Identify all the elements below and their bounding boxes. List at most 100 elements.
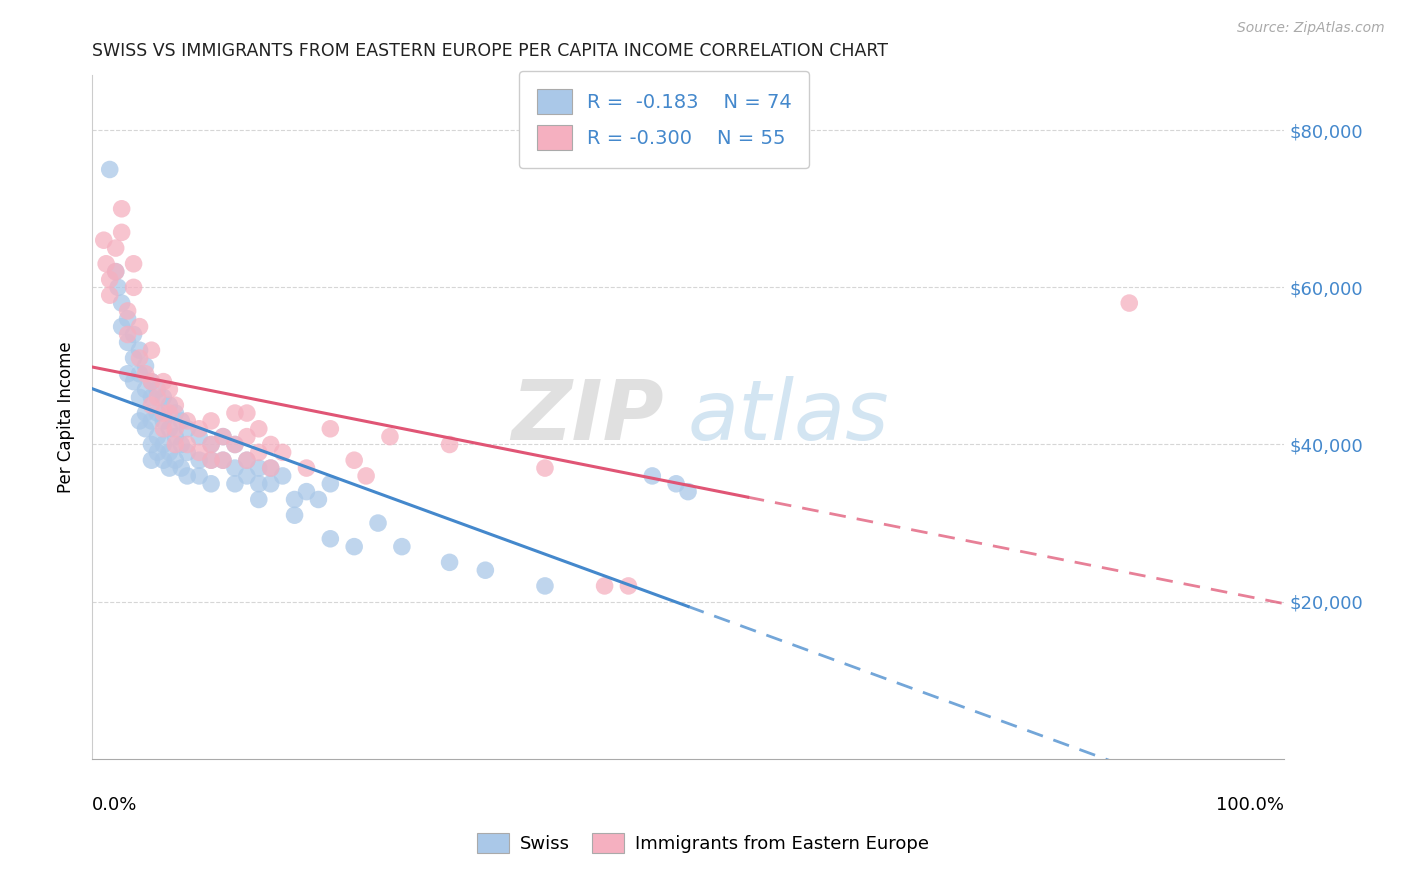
Point bbox=[200, 453, 222, 467]
Point bbox=[224, 437, 246, 451]
Point bbox=[170, 437, 193, 451]
Point bbox=[157, 422, 180, 436]
Point bbox=[122, 375, 145, 389]
Point bbox=[188, 453, 211, 467]
Point bbox=[98, 162, 121, 177]
Point bbox=[146, 390, 169, 404]
Point bbox=[117, 367, 139, 381]
Point bbox=[319, 532, 342, 546]
Point bbox=[141, 398, 163, 412]
Point bbox=[188, 445, 211, 459]
Point bbox=[212, 430, 235, 444]
Point bbox=[176, 422, 198, 436]
Point bbox=[107, 280, 129, 294]
Point bbox=[165, 437, 187, 451]
Point bbox=[104, 265, 127, 279]
Point bbox=[141, 375, 163, 389]
Point bbox=[260, 461, 283, 475]
Point bbox=[170, 461, 193, 475]
Point bbox=[111, 319, 134, 334]
Point bbox=[146, 383, 169, 397]
Point bbox=[152, 453, 174, 467]
Point bbox=[165, 453, 187, 467]
Point bbox=[188, 469, 211, 483]
Point bbox=[117, 335, 139, 350]
Point bbox=[271, 445, 294, 459]
Point bbox=[307, 492, 329, 507]
Point bbox=[157, 445, 180, 459]
Point bbox=[676, 484, 699, 499]
Point bbox=[224, 437, 246, 451]
Text: 0.0%: 0.0% bbox=[91, 797, 138, 814]
Point bbox=[98, 272, 121, 286]
Point bbox=[391, 540, 413, 554]
Point bbox=[200, 476, 222, 491]
Point bbox=[176, 445, 198, 459]
Legend: Swiss, Immigrants from Eastern Europe: Swiss, Immigrants from Eastern Europe bbox=[470, 825, 936, 861]
Point bbox=[93, 233, 115, 247]
Point bbox=[134, 406, 156, 420]
Point bbox=[319, 422, 342, 436]
Point bbox=[128, 319, 150, 334]
Point bbox=[271, 469, 294, 483]
Point bbox=[439, 437, 461, 451]
Point bbox=[212, 453, 235, 467]
Point bbox=[96, 257, 118, 271]
Point bbox=[641, 469, 664, 483]
Point bbox=[188, 422, 211, 436]
Point bbox=[157, 383, 180, 397]
Point bbox=[378, 430, 401, 444]
Point bbox=[200, 414, 222, 428]
Point bbox=[122, 257, 145, 271]
Point bbox=[224, 406, 246, 420]
Point bbox=[170, 414, 193, 428]
Point bbox=[152, 406, 174, 420]
Point bbox=[152, 390, 174, 404]
Point bbox=[111, 202, 134, 216]
Point bbox=[104, 265, 127, 279]
Point bbox=[152, 414, 174, 428]
Point bbox=[146, 445, 169, 459]
Point bbox=[534, 579, 557, 593]
Point bbox=[343, 453, 366, 467]
Point bbox=[367, 516, 389, 530]
Point bbox=[122, 280, 145, 294]
Point bbox=[157, 398, 180, 412]
Point bbox=[200, 437, 222, 451]
Point bbox=[247, 461, 270, 475]
Point bbox=[128, 343, 150, 358]
Point bbox=[260, 461, 283, 475]
Point bbox=[128, 351, 150, 365]
Point bbox=[236, 453, 259, 467]
Point bbox=[128, 414, 150, 428]
Point bbox=[111, 225, 134, 239]
Point bbox=[260, 476, 283, 491]
Point bbox=[200, 437, 222, 451]
Point bbox=[176, 414, 198, 428]
Point bbox=[212, 453, 235, 467]
Point bbox=[117, 327, 139, 342]
Point bbox=[247, 445, 270, 459]
Point bbox=[176, 437, 198, 451]
Point bbox=[260, 437, 283, 451]
Y-axis label: Per Capita Income: Per Capita Income bbox=[58, 341, 75, 492]
Point bbox=[141, 437, 163, 451]
Point bbox=[134, 383, 156, 397]
Text: atlas: atlas bbox=[688, 376, 890, 458]
Point bbox=[128, 367, 150, 381]
Legend: R =  -0.183    N = 74, R = -0.300    N = 55: R = -0.183 N = 74, R = -0.300 N = 55 bbox=[519, 71, 810, 168]
Point bbox=[141, 390, 163, 404]
Point bbox=[134, 367, 156, 381]
Point bbox=[1118, 296, 1140, 310]
Point bbox=[134, 359, 156, 373]
Point bbox=[236, 406, 259, 420]
Point bbox=[319, 476, 342, 491]
Point bbox=[146, 406, 169, 420]
Point bbox=[141, 453, 163, 467]
Point bbox=[152, 375, 174, 389]
Point bbox=[165, 406, 187, 420]
Point bbox=[176, 469, 198, 483]
Text: ZIP: ZIP bbox=[512, 376, 664, 458]
Point bbox=[474, 563, 496, 577]
Point bbox=[593, 579, 616, 593]
